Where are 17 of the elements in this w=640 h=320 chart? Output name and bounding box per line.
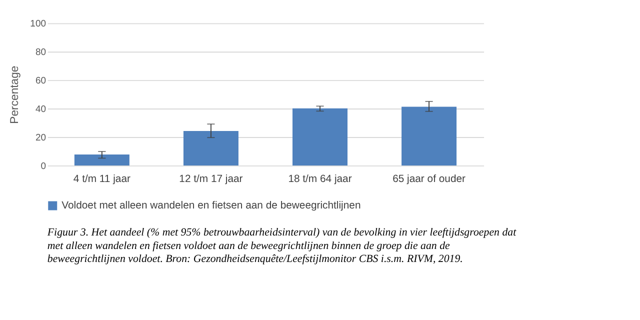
bar bbox=[74, 154, 130, 166]
x-tick-label: 4 t/m 11 jaar bbox=[73, 174, 131, 186]
x-tick-label: 18 t/m 64 jaar bbox=[288, 174, 352, 186]
y-tick-label: 60 bbox=[35, 75, 46, 86]
text: Figuur 3. Het aandeel (% met 95% betrouwbaarheidsinterval) van de bevolking in vier leeftijdsgroepen dat met alleen wandelen en fietsen voldoet aan de beweegrichtlijnen binnen de groep die aan de beweegrichtlijnen voldoet. Bron: Gezondheidsenquête/Leefstijlmonitor CBS i.s.m. RIVM, 2019. bbox=[46, 226, 518, 266]
y-tick-label: 0 bbox=[40, 160, 46, 172]
y-tick-label: 20 bbox=[35, 132, 46, 144]
x-tick-label: 12 t/m 17 jaar bbox=[179, 174, 244, 186]
legend-label: Voldoet met alleen wandelen en fietsen aan de beweegrichtlijnen bbox=[62, 200, 361, 212]
bar bbox=[183, 131, 238, 166]
bar bbox=[402, 106, 457, 166]
x-tick-label: 65 jaar of ouder bbox=[392, 174, 466, 186]
y-tick-label: 100 bbox=[30, 18, 46, 30]
y-axis-title: Percentage bbox=[8, 66, 21, 124]
bar bbox=[292, 108, 348, 166]
y-tick-label: 80 bbox=[35, 46, 46, 58]
y-tick-label: 40 bbox=[35, 104, 46, 115]
